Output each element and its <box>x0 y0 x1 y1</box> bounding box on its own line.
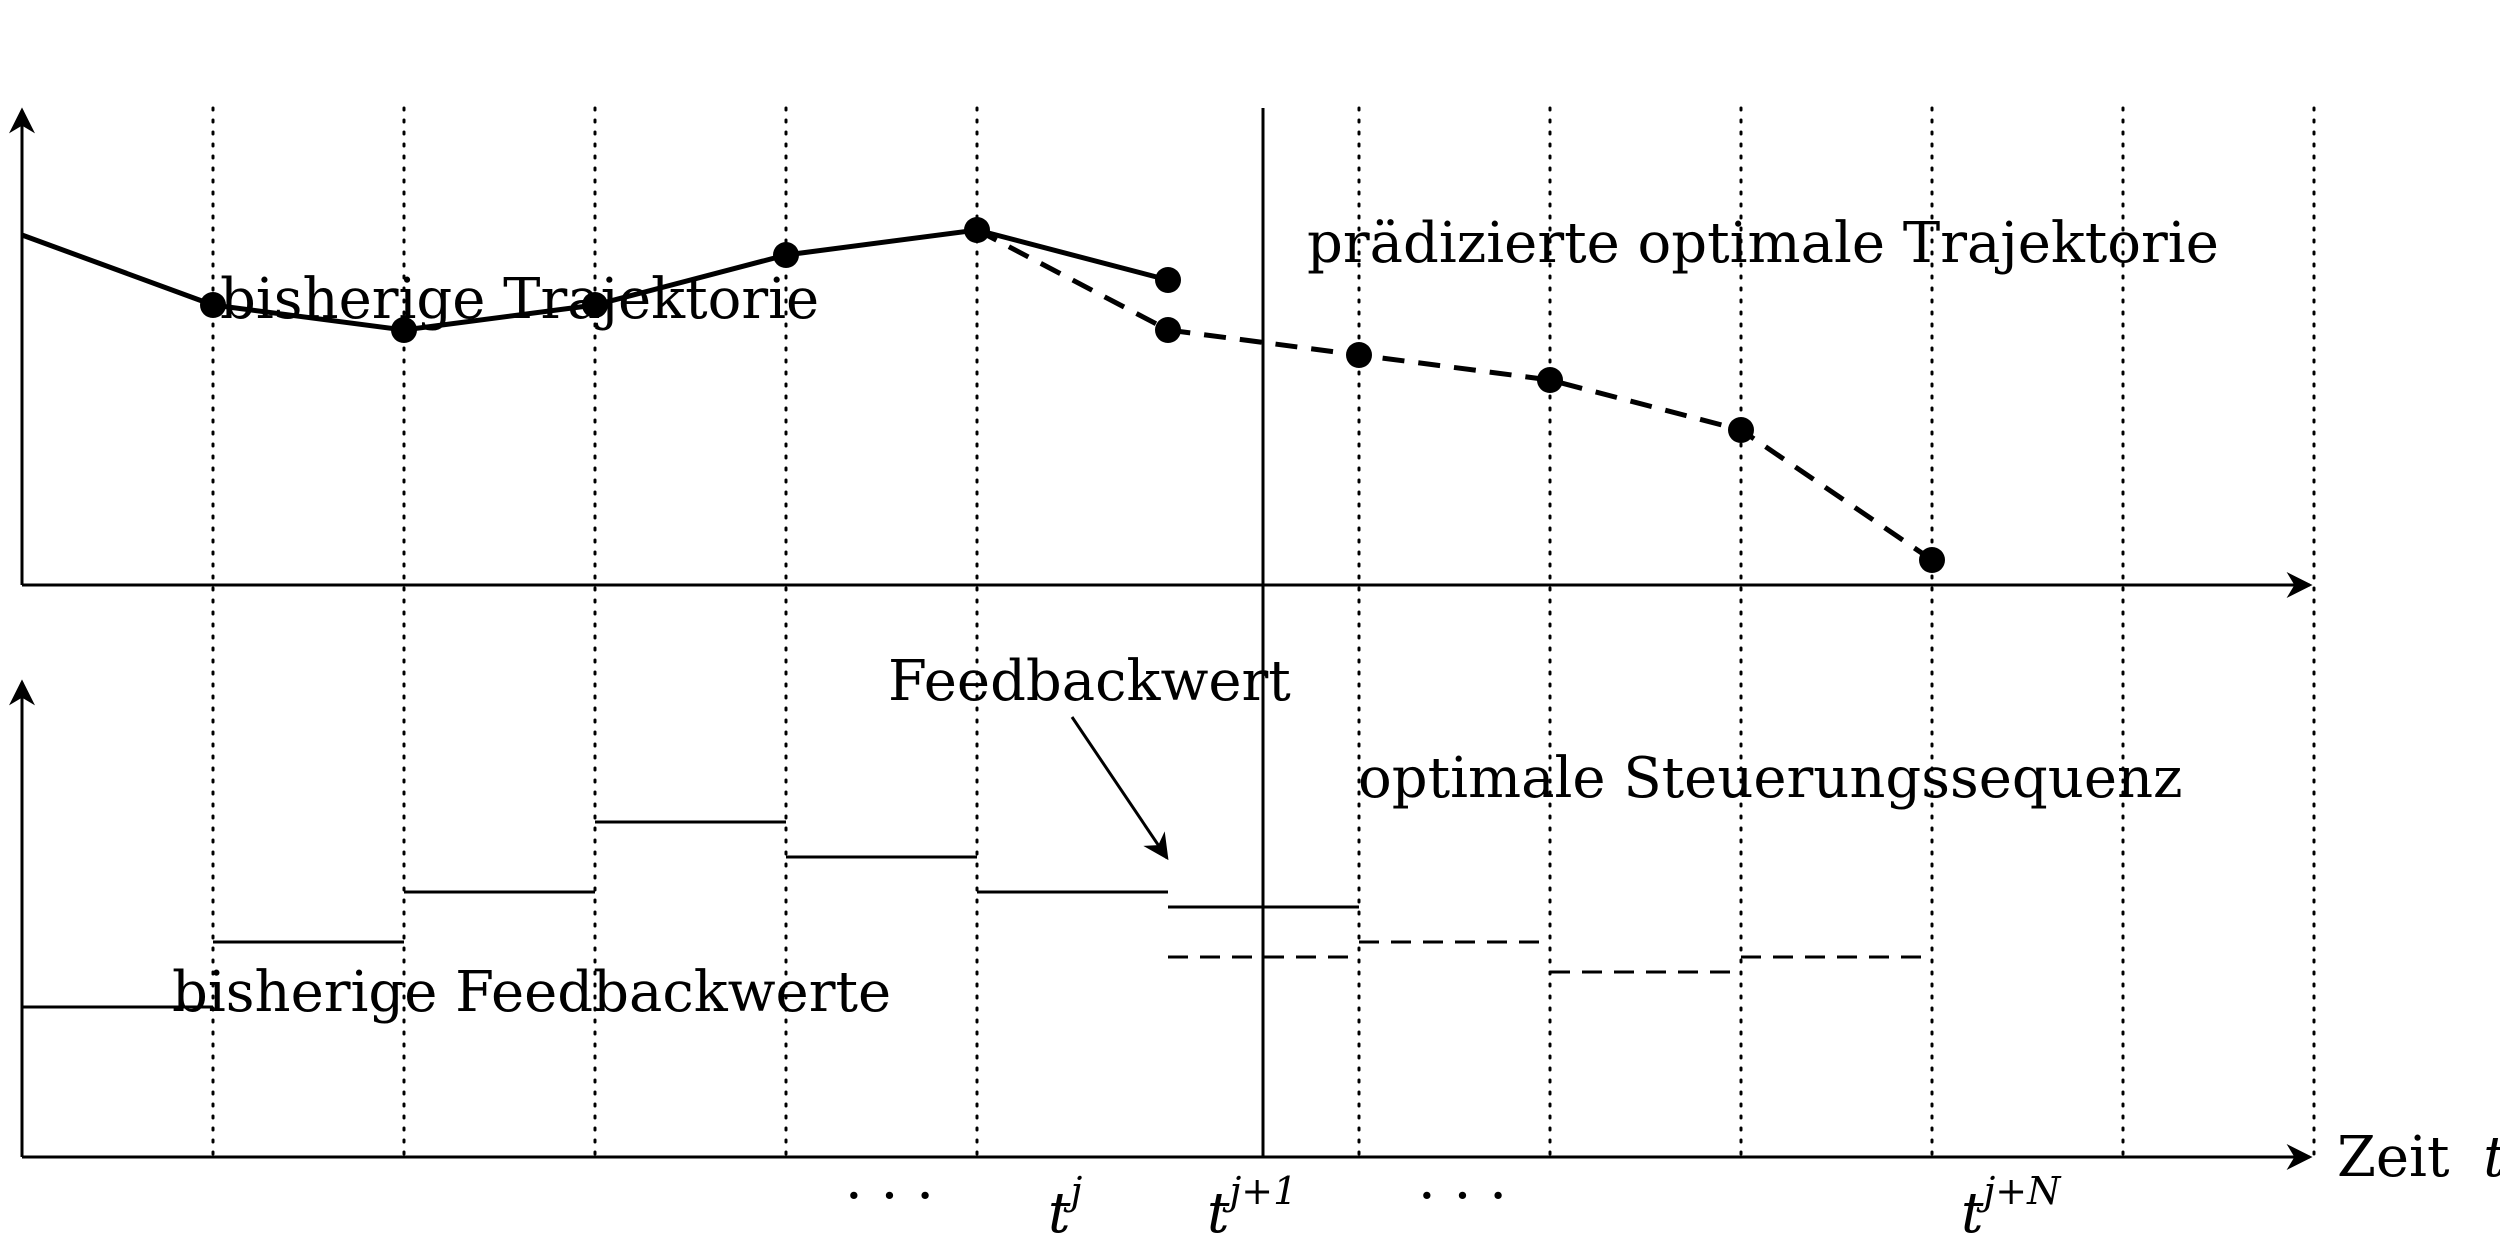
tick-tj-base: t <box>1048 1181 1071 1246</box>
time-axis-word: Zeit <box>2337 1125 2450 1190</box>
predicted-trajectory-point <box>1537 367 1563 393</box>
predicted-trajectory-line <box>975 227 1934 563</box>
predicted-trajectory-point <box>1155 317 1181 343</box>
past-feedback-values-label: bisherige Feedbackwerte <box>172 960 891 1025</box>
time-axis-var: t <box>2483 1125 2500 1190</box>
top-axes <box>8 107 2313 598</box>
optimal-control-sequence-label: optimale Steuerungssequenz <box>1358 746 2183 811</box>
tick-dots-right: · · · <box>1418 1164 1507 1229</box>
past-trajectory-point <box>773 242 799 268</box>
tick-tjN-base: t <box>1961 1181 1984 1246</box>
tick-tj1-sup: j+1 <box>1223 1169 1298 1213</box>
tick-tj1-base: t <box>1207 1181 1230 1246</box>
past-trajectory-point <box>1155 267 1181 293</box>
past-trajectory-point <box>391 317 417 343</box>
tick-tjN: tj+N <box>1961 1169 2062 1246</box>
tick-tjN-sup: j+N <box>1977 1169 2063 1213</box>
feedback-value-label: Feedbackwert <box>888 649 1291 714</box>
tick-tj: tj <box>1048 1169 1083 1246</box>
time-axis-label: Zeit t <box>2337 1125 2500 1190</box>
predicted-trajectory-point <box>1346 342 1372 368</box>
past-trajectory-label: bisherige Trajektorie <box>220 267 819 332</box>
past-feedback-steps <box>22 820 1359 1009</box>
tick-dots-left: · · · <box>845 1164 934 1229</box>
bottom-axes <box>8 679 2313 1170</box>
predicted-trajectory-point <box>1919 547 1945 573</box>
predicted-trajectory-point <box>1728 417 1754 443</box>
past-trajectory-point <box>582 292 608 318</box>
feedback-arrow <box>1070 716 1169 861</box>
predicted-trajectory-label: prädizierte optimale Trajektorie <box>1307 211 2219 276</box>
tick-tj1: tj+1 <box>1207 1169 1297 1246</box>
predicted-trajectory <box>975 227 1945 573</box>
past-trajectory-point <box>200 292 226 318</box>
